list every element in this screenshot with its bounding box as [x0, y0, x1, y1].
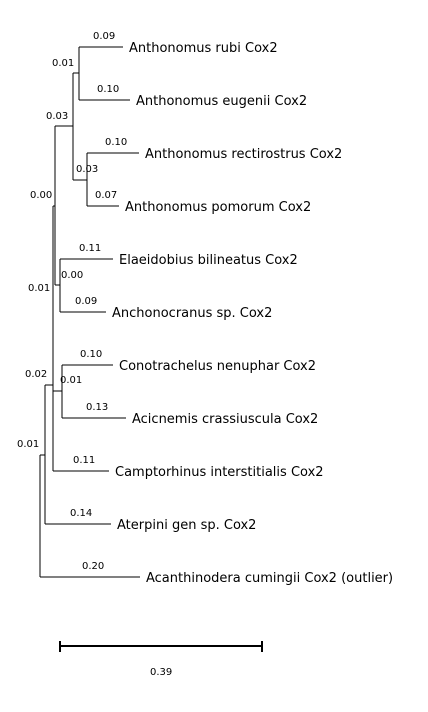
taxon-label: Conotrachelus nenuphar Cox2: [119, 359, 316, 374]
branch-length-label: 0.20: [82, 561, 104, 572]
branch-length-label: 0.10: [80, 349, 102, 360]
branch-length-label: 0.02: [25, 369, 47, 380]
taxon-label: Acicnemis crassiuscula Cox2: [132, 412, 318, 427]
branch-length-label: 0.00: [61, 270, 83, 281]
branch-length-label: 0.03: [46, 111, 68, 122]
branch-length-label: 0.13: [86, 402, 108, 413]
taxon-label: Elaeidobius bilineatus Cox2: [119, 253, 298, 268]
branch-length-label: 0.03: [76, 164, 98, 175]
taxon-label: Anchonocranus sp. Cox2: [112, 306, 272, 321]
taxon-label: Anthonomus pomorum Cox2: [125, 200, 311, 215]
taxon-label: Anthonomus rectirostrus Cox2: [145, 147, 342, 162]
branch-length-label: 0.09: [75, 296, 97, 307]
branch-length-label: 0.10: [105, 137, 127, 148]
taxon-label: Acanthinodera cumingii Cox2 (outlier): [146, 571, 393, 586]
branch-length-label: 0.10: [97, 84, 119, 95]
branch-length-label: 0.01: [28, 283, 50, 294]
branch-length-label: 0.01: [60, 375, 82, 386]
branch-length-label: 0.11: [79, 243, 101, 254]
branch-length-label: 0.01: [17, 439, 39, 450]
branch-length-label: 0.11: [73, 455, 95, 466]
branch-length-label: 0.09: [93, 31, 115, 42]
branch-length-label: 0.01: [52, 58, 74, 69]
taxon-label: Camptorhinus interstitialis Cox2: [115, 465, 324, 480]
branch-length-label: 0.14: [70, 508, 92, 519]
taxon-label: Anthonomus rubi Cox2: [129, 41, 278, 56]
scale-bar-label: 0.39: [150, 667, 172, 678]
branch-length-label: 0.00: [30, 190, 52, 201]
taxon-label: Anthonomus eugenii Cox2: [136, 94, 307, 109]
taxon-label: Aterpini gen sp. Cox2: [117, 518, 256, 533]
branch-length-label: 0.07: [95, 190, 117, 201]
